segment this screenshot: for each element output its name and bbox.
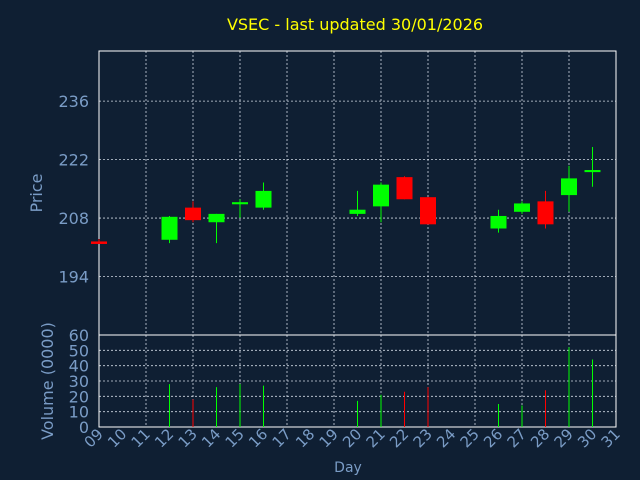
volume-y-tick-label: 50 xyxy=(69,341,89,360)
price-y-tick-label: 236 xyxy=(58,92,89,111)
candle-27 xyxy=(514,201,530,214)
candle-14 xyxy=(208,213,225,244)
price-y-tick-label: 222 xyxy=(58,151,89,170)
candle-28 xyxy=(537,190,554,229)
candle-13 xyxy=(185,201,201,223)
volume-y-tick-label: 20 xyxy=(69,387,89,406)
x-tick-label: 14 xyxy=(198,425,224,451)
x-tick-label: 28 xyxy=(527,425,553,451)
x-tick-label: 18 xyxy=(292,425,318,451)
candle-body xyxy=(396,177,413,200)
volume-bars xyxy=(169,347,593,427)
x-tick-label: 23 xyxy=(410,425,436,451)
x-tick-labels: 0910111213141516171819202122232425262728… xyxy=(81,425,624,451)
volume-y-tick-label: 0 xyxy=(79,418,89,437)
volume-y-tick-label: 60 xyxy=(69,326,89,345)
candle-30 xyxy=(584,147,601,187)
x-tick-label: 26 xyxy=(480,425,506,451)
volume-axis-label: Volume (0000) xyxy=(38,322,57,440)
candle-26 xyxy=(490,209,507,233)
x-tick-label: 10 xyxy=(104,425,130,451)
candle-body xyxy=(420,197,436,225)
volume-y-tick-label: 30 xyxy=(69,372,89,391)
candle-23 xyxy=(420,197,436,225)
candle-20 xyxy=(349,190,366,216)
candle-body xyxy=(584,170,601,173)
candle-body xyxy=(514,203,530,212)
candle-15 xyxy=(232,199,248,219)
x-tick-label: 13 xyxy=(175,425,201,451)
candle-body xyxy=(208,213,225,223)
price-axis-label: Price xyxy=(27,173,46,212)
x-tick-label: 19 xyxy=(316,425,342,451)
candle-body xyxy=(185,207,201,221)
candle-21 xyxy=(373,182,389,223)
candle-body xyxy=(255,190,272,208)
x-axis-label: Day xyxy=(334,460,362,476)
candle-body xyxy=(232,202,248,205)
x-tick-label: 20 xyxy=(339,425,365,451)
candle-09 xyxy=(91,238,107,244)
x-tick-label: 27 xyxy=(504,425,530,451)
x-tick-label: 11 xyxy=(128,425,154,451)
candle-29 xyxy=(561,165,577,212)
chart-title: VSEC - last updated 30/01/2026 xyxy=(227,15,483,34)
x-tick-label: 16 xyxy=(245,425,271,451)
x-tick-label: 12 xyxy=(151,425,177,451)
candle-body xyxy=(373,184,389,207)
candle-body xyxy=(561,178,577,196)
candles xyxy=(91,147,601,244)
x-tick-label: 17 xyxy=(269,425,295,451)
x-tick-label: 30 xyxy=(574,425,600,451)
volume-y-tick-label: 40 xyxy=(69,357,89,376)
candle-22 xyxy=(396,176,413,200)
candle-body xyxy=(161,216,178,240)
x-tick-label: 22 xyxy=(386,425,412,451)
x-tick-label: 31 xyxy=(598,425,624,451)
x-tick-label: 25 xyxy=(457,425,483,451)
candle-16 xyxy=(255,182,272,210)
candle-body xyxy=(349,209,366,214)
candle-12 xyxy=(161,215,178,244)
x-tick-label: 21 xyxy=(363,425,389,451)
candle-body xyxy=(537,201,554,225)
candle-body xyxy=(490,215,507,229)
price-y-tick-label: 208 xyxy=(58,209,89,228)
x-tick-label: 15 xyxy=(222,425,248,451)
candle-body xyxy=(91,241,107,244)
volume-y-tick-label: 10 xyxy=(69,403,89,422)
x-tick-label: 29 xyxy=(551,425,577,451)
price-y-tick-labels: 194 208 222 236 xyxy=(58,92,89,286)
price-y-tick-label: 194 xyxy=(58,268,89,287)
x-tick-label: 24 xyxy=(433,425,459,451)
